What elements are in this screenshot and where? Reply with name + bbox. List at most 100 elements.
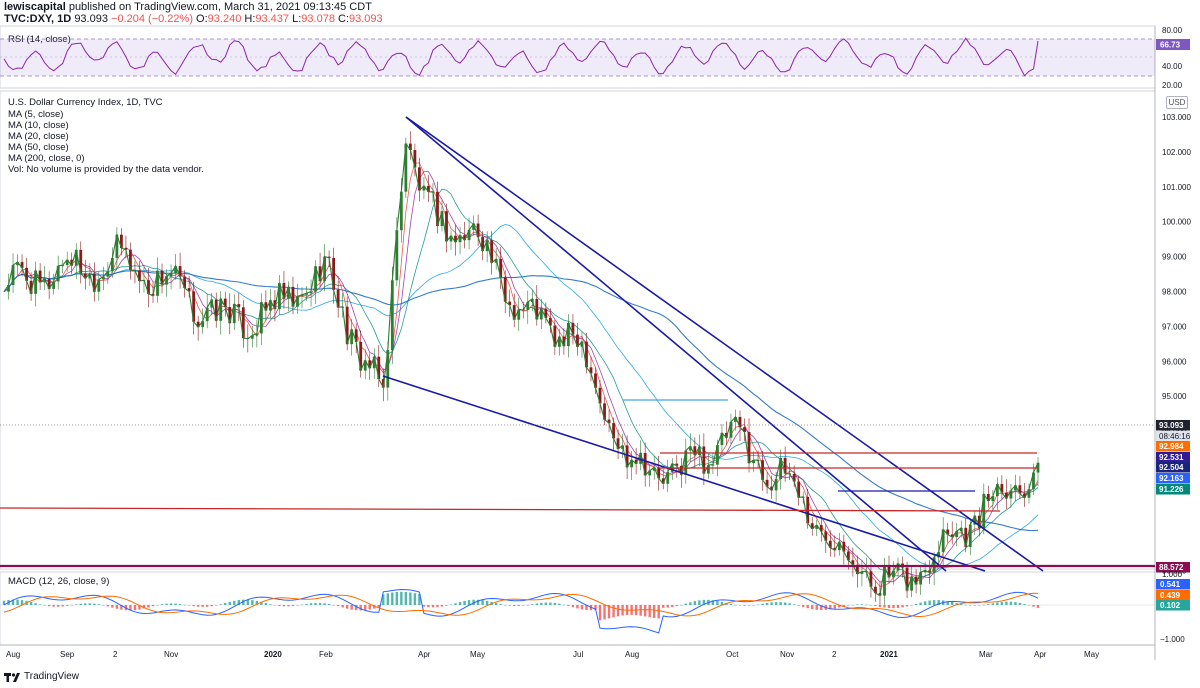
candle-body [734,416,737,422]
macd-signal-line [3,592,1039,618]
author-name[interactable]: lewiscapital [4,1,66,13]
macd-bar [946,601,949,605]
candle-body [837,541,841,551]
candle-body [115,234,119,258]
candle-body [183,276,187,289]
macd-bar [287,605,290,607]
price-tick: 96.000 [1162,357,1187,366]
macd-bar [1005,601,1008,605]
macd-bar [802,605,805,607]
macd-bar [345,605,349,609]
candle-body [11,265,15,285]
macd-bar [43,605,46,606]
macd-bar [987,604,990,605]
candle-body [472,223,475,230]
candle-body [178,266,182,277]
macd-bar [716,600,719,605]
price-tag-text: 92.531 [1159,453,1184,462]
macd-bar [196,605,200,607]
price-tag-text: 08:46:16 [1159,432,1191,441]
time-tick: Apr [418,650,431,659]
price-tag-bg [1156,562,1190,573]
candle-body [232,304,236,324]
macd-bar [251,600,254,605]
rsi-label[interactable]: RSI (14, close) [8,34,71,45]
candle-body [697,446,701,456]
price-tag-text: 91.226 [1159,485,1184,494]
candle-body [716,445,719,465]
time-tick: Sep [60,650,75,659]
ohlc-open: O:93.240 [196,13,242,25]
macd-bar [463,600,466,605]
macd-bar [761,603,764,605]
candle-body [1027,489,1031,498]
price-tick: 103.000 [1162,113,1191,122]
ma-line-20 [3,188,1039,580]
macd-bar [1036,605,1040,608]
macd-bar [160,604,164,605]
macd-bar [336,605,340,607]
macd-bar [1027,605,1031,606]
indicator-ma-20[interactable]: MA (20, close) [8,131,69,142]
macd-bar [151,605,155,607]
price-line [3,142,1039,597]
indicator-ma-200[interactable]: MA (200, close, 0) [8,153,85,164]
candle-body [377,356,381,379]
candle-body [598,387,602,404]
indicator-ma-50[interactable]: MA (50, close) [8,142,69,153]
candle-body [354,329,358,342]
macd-line [3,588,1039,634]
macd-bar [684,603,688,605]
macd-bar [296,605,299,606]
candle-body [955,531,959,538]
trendline-upper-short[interactable] [405,116,947,572]
macd-bar [820,605,823,611]
price-tag-bg [1156,452,1190,463]
trendline-lower[interactable] [382,375,986,572]
candle-body [535,298,539,320]
trendline-upper-long[interactable] [405,116,1044,572]
macd-bar [436,605,439,608]
macd-bar [526,604,529,606]
macd-bar [418,593,421,605]
candle-body [855,564,859,574]
macd-label[interactable]: MACD (12, 26, close, 9) [8,576,110,587]
macd-bar [549,602,552,605]
indicator-ma-5[interactable]: MA (5, close) [8,109,64,120]
candle-body [571,322,575,335]
indicator-ma-10[interactable]: MA (10, close) [8,120,69,131]
macd-bar [56,605,60,607]
macd-bar [964,604,967,606]
macd-bar [535,603,539,605]
macd-bar [865,604,868,606]
candle-body [576,334,579,347]
footer-brand[interactable]: TradingView [24,671,80,682]
macd-tag-text: 0.439 [1160,591,1181,600]
macd-tick-minus1: −1.000 [1160,635,1185,644]
macd-bar [102,605,105,606]
candle-body [138,270,141,282]
candle-body [318,266,322,282]
macd-bar [580,605,584,610]
currency-button[interactable]: USD [1166,96,1188,109]
macd-bar [224,603,227,605]
level-line-red-3[interactable] [0,507,1001,512]
candle-body [192,291,196,322]
macd-bar [594,605,597,611]
candle-body [797,481,801,498]
candle-body [20,262,24,268]
main-title[interactable]: U.S. Dollar Currency Index, 1D, TVC [8,97,163,108]
candle-body [463,235,466,241]
candle-body [851,560,855,565]
tradingview-logo-icon[interactable] [4,672,20,682]
candle-body [860,571,864,574]
candle-body [79,249,83,274]
time-tick: 2 [113,650,118,659]
time-tick: May [1084,650,1099,659]
rsi-tick-40: 40.00 [1162,62,1183,71]
macd-tag-text: 0.102 [1160,601,1181,610]
macd-bar [720,601,724,605]
candle-body [747,432,751,464]
